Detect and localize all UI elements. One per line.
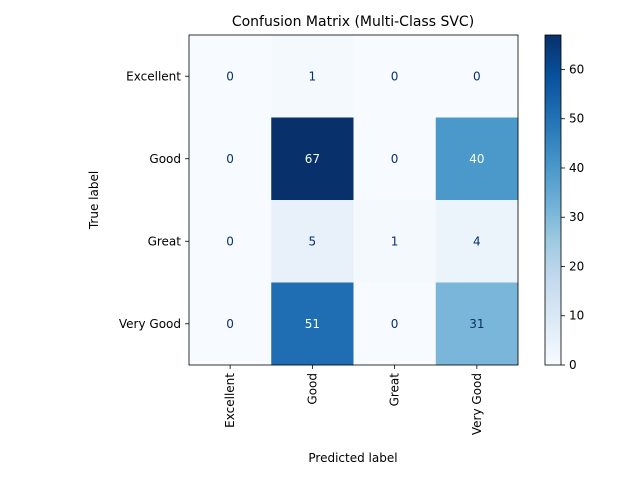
plot-frame [188,34,519,366]
y-tick-label: Excellent [126,69,181,83]
cell-value-label: 4 [473,234,481,248]
heatmap-cell [189,200,272,283]
cell-value-label: 31 [469,317,484,331]
colorbar [544,34,562,366]
heatmap-cell [189,282,272,366]
heatmap-cell [271,282,354,366]
cell-value-label: 40 [469,152,484,166]
cell-value-label: 0 [226,317,234,331]
y-axis-ticks: Excellent Good Great Very Good [119,69,189,331]
heatmap-cell [271,35,354,118]
cell-value-label: 0 [391,69,399,83]
x-tick-label: Excellent [223,373,237,428]
colorbar-ticks: 0 10 20 30 40 50 60 [561,62,584,372]
heatmap-cell [189,35,272,118]
y-tick-label: Very Good [119,317,181,331]
cell-value-label: 1 [309,69,317,83]
colorbar-tick-label: 50 [569,112,584,126]
cell-value-label: 0 [226,234,234,248]
colorbar-tick-label: 40 [569,161,584,175]
x-tick-label: Very Good [470,373,484,435]
cell-value-labels: 0 1 0 00 67 0 400 5 1 40 51 0 31 [226,69,484,331]
y-axis-label: True label [87,171,101,230]
x-tick-label: Great [388,373,402,407]
y-tick-label: Great [148,234,182,248]
heatmap-cell [435,35,519,118]
heatmap-cell [435,200,519,283]
cell-value-label: 0 [226,152,234,166]
heatmap-cells [189,35,519,366]
cell-value-label: 0 [391,317,399,331]
heatmap-cell [271,200,354,283]
chart-title: Confusion Matrix (Multi-Class SVC) [232,14,474,30]
heatmap-cell [353,117,437,201]
heatmap-cell [189,117,272,201]
y-tick-label: Good [149,152,181,166]
x-axis-ticks: Excellent Good Great Very Good [223,365,484,435]
heatmap-cell [435,282,519,366]
cell-value-label: 0 [226,69,234,83]
heatmap-cell [353,35,437,118]
cell-value-label: 67 [305,152,320,166]
heatmap-cell [353,282,437,366]
heatmap-cell [271,117,354,201]
heatmap-cell [353,200,437,283]
colorbar-tick-label: 20 [569,259,584,273]
x-tick-label: Good [305,373,319,405]
colorbar-tick-label: 10 [569,309,584,323]
colorbar-tick-label: 0 [569,358,577,372]
cell-value-label: 5 [309,234,317,248]
cell-value-label: 0 [391,152,399,166]
colorbar-tick-label: 60 [569,62,584,76]
colorbar-tick-label: 30 [569,210,584,224]
cell-value-label: 51 [305,317,320,331]
cell-value-label: 1 [391,234,399,248]
cell-value-label: 0 [473,69,481,83]
x-axis-label: Predicted label [308,451,397,465]
heatmap-cell [435,117,519,201]
